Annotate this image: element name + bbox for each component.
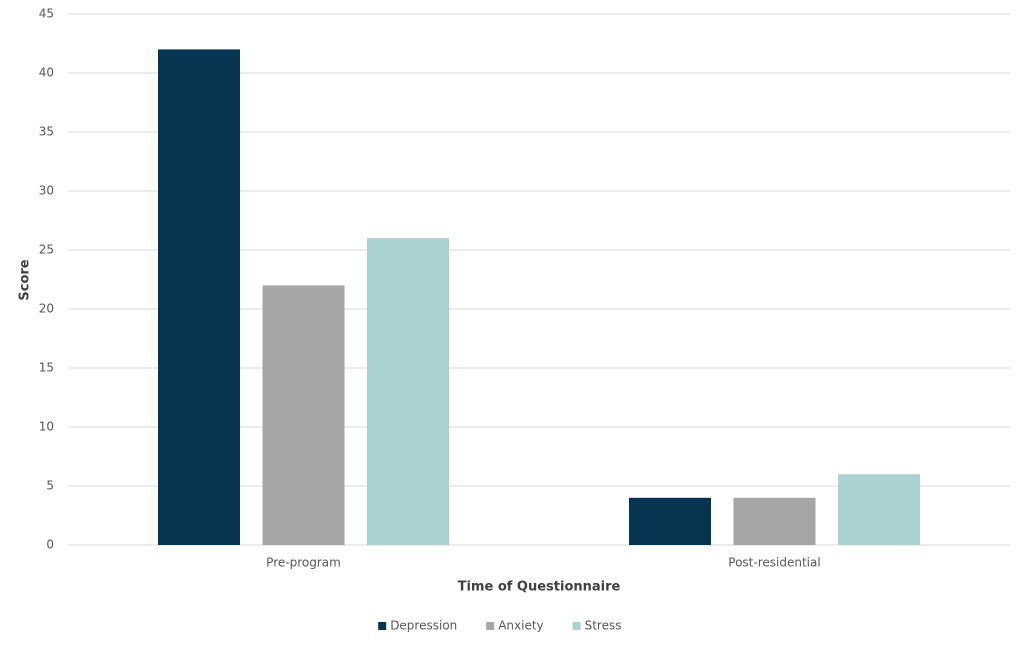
bar (158, 49, 240, 546)
legend-label: Anxiety (498, 619, 543, 633)
y-tick-label: 0 (46, 538, 54, 552)
bar (629, 497, 711, 545)
y-tick-label: 30 (39, 184, 54, 198)
y-tick-label: 40 (39, 66, 54, 80)
legend-label: Depression (390, 619, 457, 633)
y-tick-label: 25 (39, 243, 54, 257)
legend-swatch (378, 622, 387, 630)
legend-swatch (572, 622, 581, 630)
y-tick-label: 20 (39, 302, 54, 316)
y-tick-label: 45 (39, 7, 54, 21)
legend-swatch (486, 622, 495, 630)
y-axis-title: Score (18, 259, 33, 300)
x-tick-label: Pre-program (266, 556, 341, 570)
x-tick-label: Post-residential (728, 556, 820, 570)
y-tick-label: 10 (39, 420, 54, 434)
bar (838, 474, 920, 545)
y-tick-label: 5 (46, 479, 54, 493)
y-tick-label: 35 (39, 125, 54, 139)
legend-label: Stress (585, 619, 622, 633)
x-axis-title: Time of Questionnaire (458, 580, 621, 595)
bar (733, 497, 816, 545)
y-tick-label: 15 (39, 361, 54, 375)
bar (262, 285, 345, 545)
bar (367, 238, 449, 545)
